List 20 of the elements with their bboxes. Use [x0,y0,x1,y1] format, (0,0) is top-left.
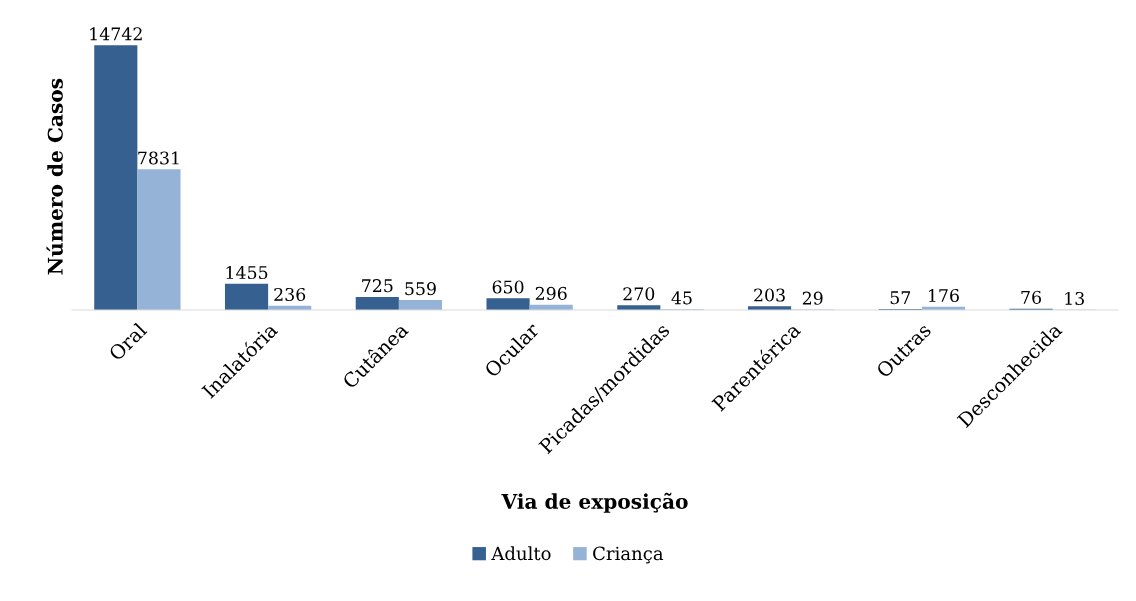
legend-label: Adulto [491,546,551,561]
data-label: 559 [405,282,436,296]
data-label: 1455 [226,265,268,280]
data-label: 203 [754,288,785,302]
data-label: 236 [274,287,306,302]
data-label: 29 [802,291,823,305]
data-label: 7831 [138,151,179,165]
data-label: 14742 [90,27,142,41]
data-label: 650 [492,280,524,294]
legend-label: Criança [593,546,664,564]
data-label: 725 [362,279,393,293]
data-label: 270 [623,287,655,301]
data-label: 76 [1021,290,1041,304]
data-label: 45 [671,291,692,305]
data-label: 296 [535,286,567,300]
data-label: 176 [929,288,959,303]
data-label: 57 [890,291,911,305]
y-axis-title: Número de Casos [46,78,63,275]
data-label: 13 [1065,291,1084,306]
x-axis-title: Via de exposição [501,492,688,513]
